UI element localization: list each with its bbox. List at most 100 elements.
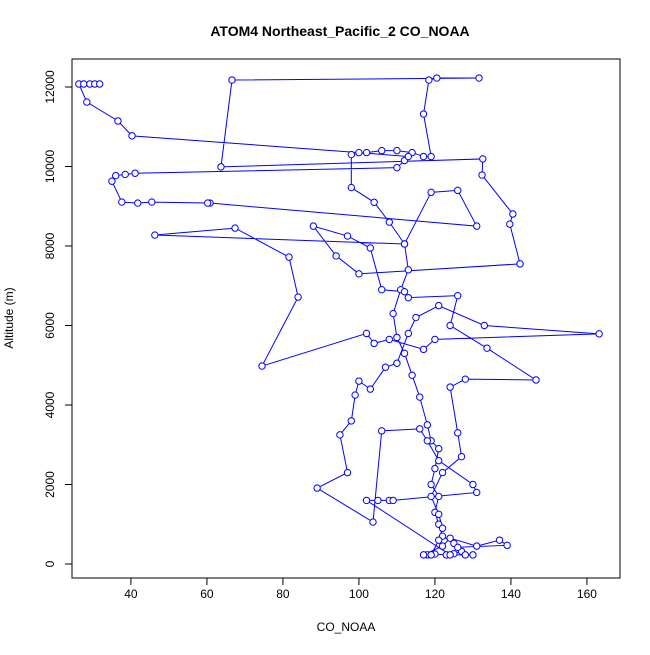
data-point xyxy=(478,171,486,179)
data-point xyxy=(294,293,302,301)
data-point xyxy=(595,330,603,338)
data-point xyxy=(385,218,394,226)
data-point xyxy=(343,468,352,477)
data-point xyxy=(228,76,236,84)
data-point xyxy=(347,183,356,192)
data-point xyxy=(495,536,504,544)
data-point xyxy=(419,110,428,118)
data-point xyxy=(516,260,524,268)
data-point xyxy=(435,510,443,519)
data-point xyxy=(419,152,428,161)
data-point xyxy=(423,437,432,445)
data-point xyxy=(362,148,371,157)
data-point xyxy=(438,468,447,477)
data-point xyxy=(532,376,540,384)
data-point xyxy=(400,288,409,296)
data-point xyxy=(203,199,212,207)
data-point xyxy=(425,76,433,84)
x-tick-label: 80 xyxy=(276,587,290,601)
data-point xyxy=(134,199,142,207)
data-point xyxy=(351,391,359,399)
data-point xyxy=(469,480,477,489)
data-point xyxy=(446,321,454,330)
data-point xyxy=(503,541,511,550)
data-point xyxy=(378,146,386,155)
data-point xyxy=(427,492,435,501)
data-point xyxy=(506,220,514,228)
data-point xyxy=(374,496,382,505)
data-point xyxy=(483,344,491,352)
data-point xyxy=(285,253,293,261)
chart-title: ATOM4 Northeast_Pacific_2 CO_NOAA xyxy=(210,23,469,39)
x-tick-label: 40 xyxy=(124,587,138,601)
data-point xyxy=(416,425,424,433)
data-point xyxy=(366,385,375,393)
data-point xyxy=(475,74,483,82)
data-point xyxy=(131,169,139,177)
data-point xyxy=(404,293,413,302)
data-point xyxy=(446,551,454,559)
data-point xyxy=(393,163,401,172)
y-tick-label: 12000 xyxy=(43,70,57,104)
data-point xyxy=(370,198,378,206)
x-tick-label: 120 xyxy=(425,587,445,601)
data-point xyxy=(446,383,454,391)
data-point xyxy=(438,524,447,532)
data-point xyxy=(121,170,129,179)
y-tick-label: 4000 xyxy=(43,391,57,418)
data-point xyxy=(343,232,352,240)
data-point xyxy=(473,488,481,497)
data-point xyxy=(454,291,462,300)
data-point xyxy=(148,198,156,206)
data-point xyxy=(385,335,394,344)
data-point xyxy=(347,150,356,159)
data-point xyxy=(355,270,363,278)
data-point xyxy=(378,286,386,294)
data-point xyxy=(469,551,477,559)
data-point xyxy=(454,186,462,195)
data-point xyxy=(309,222,318,230)
data-point xyxy=(412,313,420,322)
data-point xyxy=(427,551,435,559)
data-point xyxy=(435,301,443,310)
data-point xyxy=(400,349,409,358)
data-point xyxy=(509,210,517,218)
data-point xyxy=(389,309,397,318)
data-point xyxy=(423,421,432,429)
data-point xyxy=(431,335,439,344)
data-point xyxy=(369,518,377,526)
data-point xyxy=(433,74,441,82)
data-line xyxy=(78,77,600,556)
data-point xyxy=(438,542,447,550)
data-point xyxy=(112,171,120,180)
data-point xyxy=(416,393,424,401)
data-point xyxy=(366,244,375,252)
data-point xyxy=(404,152,413,161)
x-tick-label: 100 xyxy=(349,587,369,601)
data-point xyxy=(480,321,489,330)
data-point xyxy=(258,362,266,370)
data-point xyxy=(336,431,344,439)
y-tick-label: 0 xyxy=(43,560,57,567)
data-point xyxy=(427,188,435,197)
data-point xyxy=(108,177,116,185)
y-tick-label: 6000 xyxy=(43,312,57,339)
data-point xyxy=(378,427,386,435)
data-point xyxy=(446,534,454,542)
data-point xyxy=(454,543,462,552)
data-point xyxy=(473,542,481,550)
data-point xyxy=(370,339,378,348)
data-point xyxy=(362,329,371,338)
data-point xyxy=(362,496,371,505)
data-point xyxy=(419,551,428,559)
data-point xyxy=(404,329,413,338)
data-point xyxy=(151,231,159,239)
data-point xyxy=(118,198,126,206)
data-point xyxy=(404,266,413,274)
data-point xyxy=(128,132,136,140)
data-point xyxy=(217,163,225,171)
data-point xyxy=(435,536,443,544)
data-point xyxy=(461,375,470,383)
